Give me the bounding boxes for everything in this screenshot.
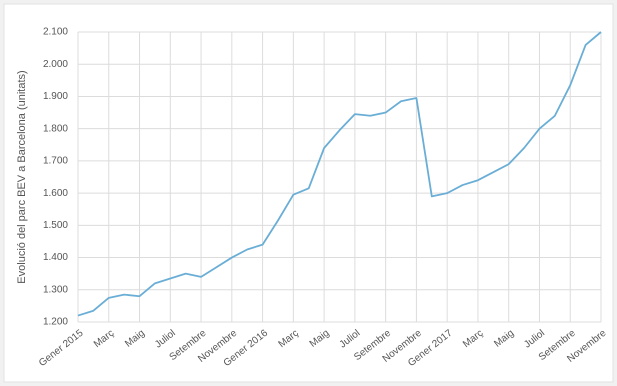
y-tick-label: 1.700 [43,156,68,167]
y-tick-label: 1.900 [43,91,68,102]
y-axis-label: Evolució del parc BEV a Barcelona (unita… [16,70,28,283]
y-tick-label: 1.200 [43,317,68,328]
y-tick-label: 2.100 [43,27,68,38]
y-tick-label: 1.600 [43,188,68,199]
line-series [77,31,602,317]
y-tick-label: 1.800 [43,123,68,134]
y-tick-label: 2.000 [43,59,68,70]
y-tick-label: 1.400 [43,252,68,263]
y-tick-label: 1.500 [43,220,68,231]
y-tick-label: 1.300 [43,284,68,295]
